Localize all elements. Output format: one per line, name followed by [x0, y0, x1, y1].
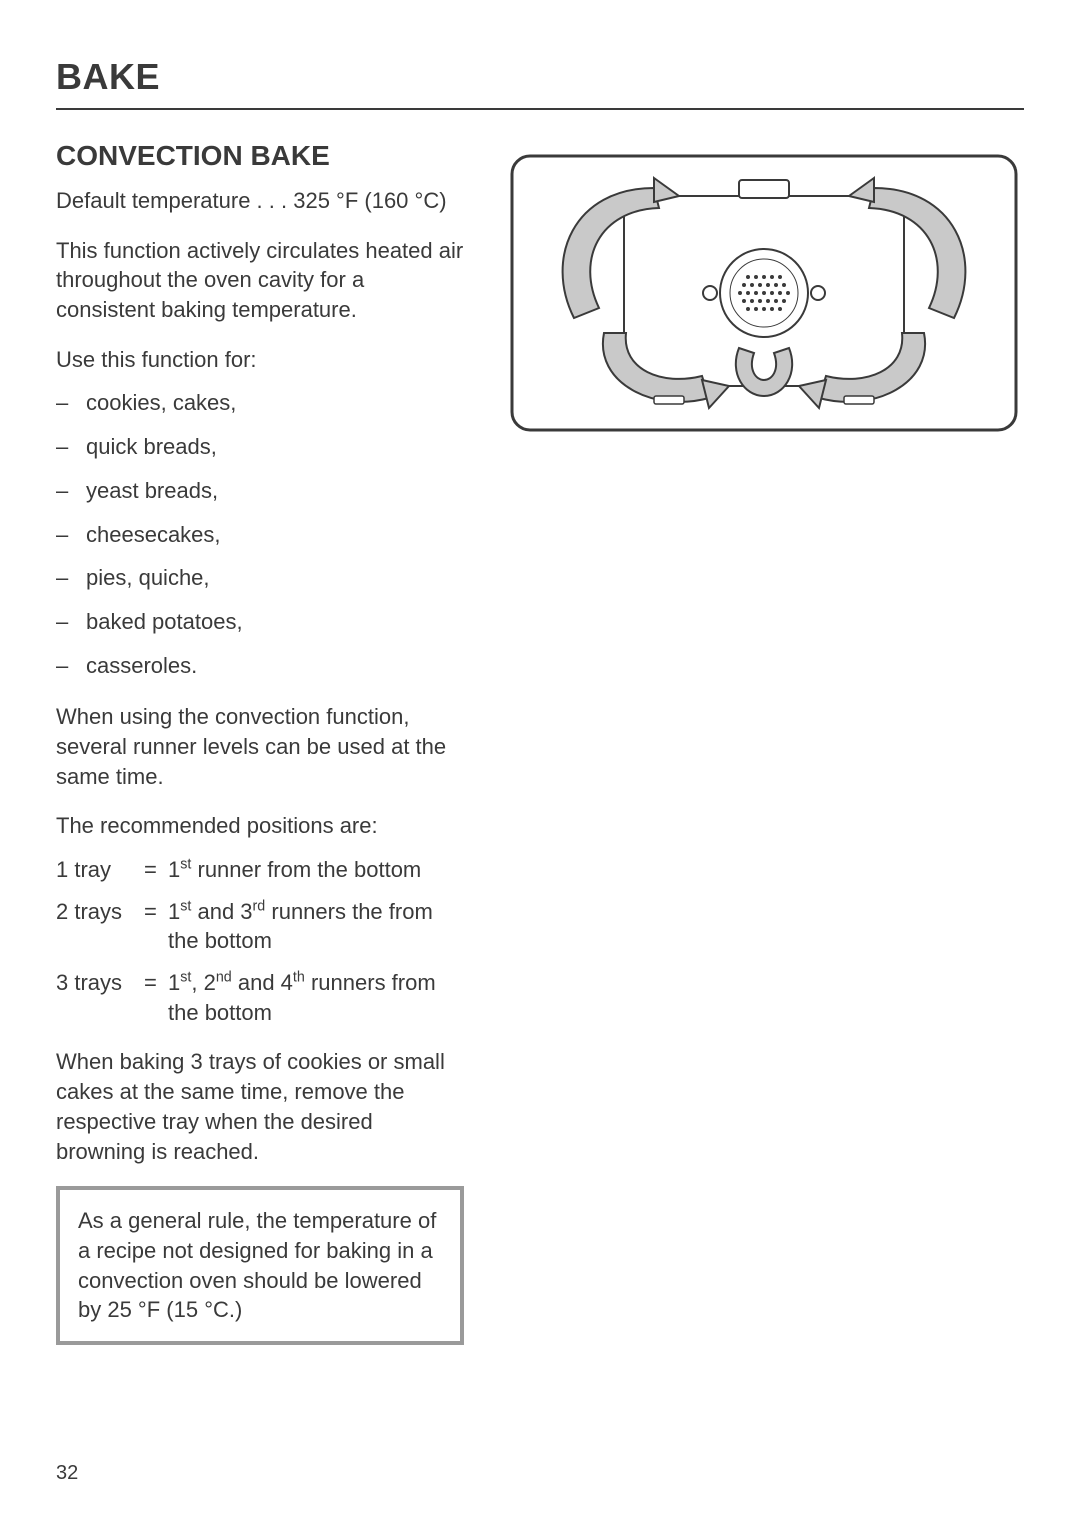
recommended-label: The recommended positions are: — [56, 811, 464, 841]
position-value: 1st runner from the bottom — [168, 855, 464, 885]
list-item: –quick breads, — [56, 432, 464, 462]
chapter-title: BAKE — [56, 56, 1024, 110]
list-item: –cookies, cakes, — [56, 388, 464, 418]
position-eq: = — [144, 968, 168, 1027]
intro-paragraph: This function actively circulates heated… — [56, 236, 464, 325]
right-column — [504, 140, 1024, 1345]
positions-table: 1 tray = 1st runner from the bottom 2 tr… — [56, 855, 464, 1027]
list-item-text: quick breads, — [86, 432, 217, 462]
position-row: 1 tray = 1st runner from the bottom — [56, 855, 464, 885]
list-item: –baked potatoes, — [56, 607, 464, 637]
list-item-text: baked potatoes, — [86, 607, 243, 637]
position-eq: = — [144, 855, 168, 885]
list-item: –yeast breads, — [56, 476, 464, 506]
content-columns: CONVECTION BAKE Default temperature . . … — [56, 140, 1024, 1345]
callout-box: As a general rule, the temperature of a … — [56, 1186, 464, 1345]
convection-diagram — [504, 148, 1024, 438]
list-item: –casseroles. — [56, 651, 464, 681]
convection-airflow-icon — [504, 148, 1024, 438]
uses-list: –cookies, cakes, –quick breads, –yeast b… — [56, 388, 464, 680]
section-title: CONVECTION BAKE — [56, 140, 464, 172]
list-item-text: yeast breads, — [86, 476, 218, 506]
list-item-text: cookies, cakes, — [86, 388, 236, 418]
position-label: 2 trays — [56, 897, 144, 956]
list-item-text: casseroles. — [86, 651, 197, 681]
position-label: 3 trays — [56, 968, 144, 1027]
page-number: 32 — [56, 1462, 78, 1485]
left-column: CONVECTION BAKE Default temperature . . … — [56, 140, 464, 1345]
three-trays-note: When baking 3 trays of cookies or small … — [56, 1047, 464, 1166]
list-item-text: pies, quiche, — [86, 563, 210, 593]
position-value: 1st and 3rd runners the from the bottom — [168, 897, 464, 956]
list-item-text: cheesecakes, — [86, 520, 221, 550]
position-value: 1st, 2nd and 4th runners from the bottom — [168, 968, 464, 1027]
callout-text: As a general rule, the temperature of a … — [78, 1208, 436, 1322]
position-label: 1 tray — [56, 855, 144, 885]
use-for-label: Use this function for: — [56, 345, 464, 375]
default-temperature: Default temperature . . . 325 °F (160 °C… — [56, 186, 464, 216]
position-row: 2 trays = 1st and 3rd runners the from t… — [56, 897, 464, 956]
list-item: –pies, quiche, — [56, 563, 464, 593]
runner-paragraph: When using the convection function, seve… — [56, 702, 464, 791]
list-item: –cheesecakes, — [56, 520, 464, 550]
position-row: 3 trays = 1st, 2nd and 4th runners from … — [56, 968, 464, 1027]
position-eq: = — [144, 897, 168, 956]
